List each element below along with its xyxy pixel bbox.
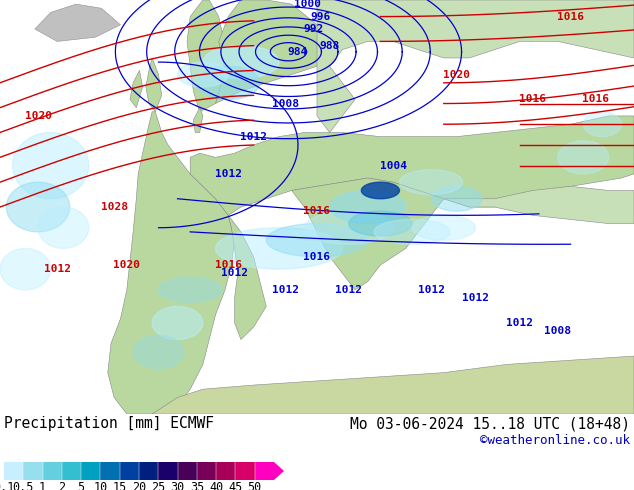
Text: 1012: 1012 <box>335 285 362 295</box>
Polygon shape <box>216 0 330 103</box>
Text: 1016: 1016 <box>304 252 330 262</box>
Bar <box>23 462 42 480</box>
Polygon shape <box>178 62 228 87</box>
Text: 1012: 1012 <box>418 285 444 295</box>
Text: 1016: 1016 <box>583 95 609 104</box>
Text: 25: 25 <box>151 481 165 490</box>
Text: 1012: 1012 <box>507 318 533 328</box>
Bar <box>178 462 197 480</box>
Polygon shape <box>583 112 621 137</box>
Polygon shape <box>412 215 476 240</box>
Polygon shape <box>374 220 450 245</box>
Polygon shape <box>274 462 284 480</box>
Bar <box>120 462 139 480</box>
Text: 0.5: 0.5 <box>13 481 34 490</box>
Polygon shape <box>431 186 482 211</box>
Text: 1016: 1016 <box>304 206 330 216</box>
Polygon shape <box>197 66 260 99</box>
Text: 1012: 1012 <box>221 268 248 278</box>
Text: 30: 30 <box>171 481 184 490</box>
Text: 1012: 1012 <box>462 293 489 303</box>
Text: 1028: 1028 <box>101 202 127 212</box>
Text: 50: 50 <box>248 481 262 490</box>
Polygon shape <box>330 191 406 223</box>
Polygon shape <box>444 186 634 223</box>
Polygon shape <box>13 132 89 199</box>
Polygon shape <box>0 248 51 290</box>
Bar <box>235 462 255 480</box>
Polygon shape <box>266 223 368 257</box>
Bar <box>158 462 178 480</box>
Text: 1008: 1008 <box>272 98 299 108</box>
Text: 1012: 1012 <box>44 264 70 274</box>
Bar <box>42 462 62 480</box>
Text: 40: 40 <box>209 481 223 490</box>
Text: 988: 988 <box>320 41 340 50</box>
Polygon shape <box>361 182 399 199</box>
Polygon shape <box>6 182 70 232</box>
Polygon shape <box>158 277 222 302</box>
Bar <box>255 462 274 480</box>
Polygon shape <box>152 356 634 414</box>
Polygon shape <box>38 207 89 248</box>
Text: 1012: 1012 <box>215 169 242 179</box>
Polygon shape <box>292 178 444 290</box>
Text: 20: 20 <box>132 481 146 490</box>
Bar <box>197 462 216 480</box>
Polygon shape <box>349 211 412 236</box>
Text: 10: 10 <box>93 481 108 490</box>
Text: 1012: 1012 <box>272 285 299 295</box>
Polygon shape <box>317 0 634 132</box>
Polygon shape <box>133 335 184 368</box>
Polygon shape <box>399 170 463 195</box>
Text: 1000: 1000 <box>294 0 321 9</box>
Polygon shape <box>187 0 228 112</box>
Text: 1012: 1012 <box>240 132 267 142</box>
Polygon shape <box>35 4 120 41</box>
Text: ©weatheronline.co.uk: ©weatheronline.co.uk <box>480 434 630 447</box>
Polygon shape <box>304 211 393 245</box>
Polygon shape <box>558 141 609 174</box>
Text: 5: 5 <box>77 481 85 490</box>
Text: 996: 996 <box>310 12 330 22</box>
Text: 1016: 1016 <box>557 12 584 22</box>
Polygon shape <box>228 215 266 340</box>
Text: 1016: 1016 <box>519 95 546 104</box>
Text: 35: 35 <box>190 481 204 490</box>
Text: 984: 984 <box>288 47 308 57</box>
Polygon shape <box>203 46 279 79</box>
Polygon shape <box>108 112 235 414</box>
Text: 992: 992 <box>304 24 324 34</box>
Text: 15: 15 <box>113 481 127 490</box>
Bar <box>81 462 100 480</box>
Bar <box>4 462 23 480</box>
Text: 1020: 1020 <box>443 70 470 79</box>
Bar <box>216 462 235 480</box>
Text: 1020: 1020 <box>25 111 51 121</box>
Polygon shape <box>190 116 634 215</box>
Bar <box>62 462 81 480</box>
Text: 1: 1 <box>39 481 46 490</box>
Text: 1020: 1020 <box>113 260 140 270</box>
Bar <box>139 462 158 480</box>
Text: 1004: 1004 <box>380 161 406 171</box>
Text: 2: 2 <box>58 481 65 490</box>
Polygon shape <box>152 306 203 340</box>
Bar <box>100 462 120 480</box>
Text: 0.1: 0.1 <box>0 481 15 490</box>
Text: Mo 03-06-2024 15..18 UTC (18+48): Mo 03-06-2024 15..18 UTC (18+48) <box>350 416 630 431</box>
Polygon shape <box>130 71 143 108</box>
Text: 45: 45 <box>228 481 243 490</box>
Text: 1008: 1008 <box>545 326 571 336</box>
Text: Precipitation [mm] ECMWF: Precipitation [mm] ECMWF <box>4 416 214 431</box>
Polygon shape <box>216 228 342 269</box>
Polygon shape <box>193 108 203 132</box>
Text: 1016: 1016 <box>215 260 242 270</box>
Polygon shape <box>146 58 162 112</box>
